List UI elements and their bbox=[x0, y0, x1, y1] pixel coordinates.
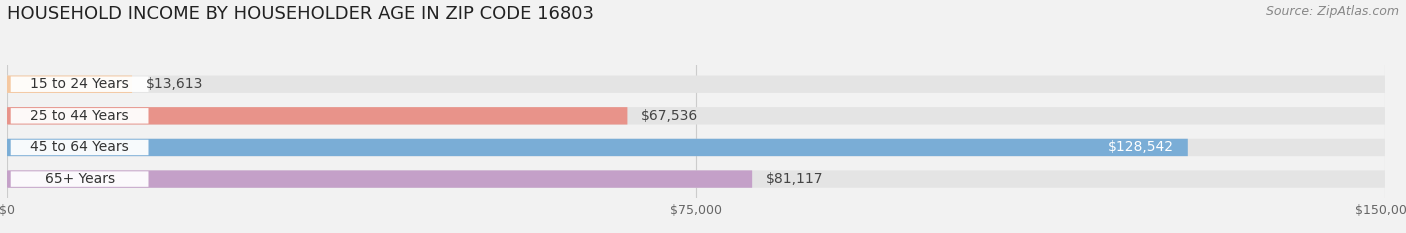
FancyBboxPatch shape bbox=[7, 170, 752, 188]
FancyBboxPatch shape bbox=[11, 140, 149, 155]
Text: 45 to 64 Years: 45 to 64 Years bbox=[30, 140, 129, 154]
Text: Source: ZipAtlas.com: Source: ZipAtlas.com bbox=[1265, 5, 1399, 18]
FancyBboxPatch shape bbox=[11, 171, 149, 187]
FancyBboxPatch shape bbox=[7, 107, 627, 124]
Text: $81,117: $81,117 bbox=[766, 172, 824, 186]
FancyBboxPatch shape bbox=[7, 139, 1188, 156]
FancyBboxPatch shape bbox=[11, 108, 149, 123]
Text: 15 to 24 Years: 15 to 24 Years bbox=[30, 77, 129, 91]
Text: $13,613: $13,613 bbox=[146, 77, 204, 91]
FancyBboxPatch shape bbox=[7, 139, 1385, 156]
Text: 25 to 44 Years: 25 to 44 Years bbox=[31, 109, 129, 123]
FancyBboxPatch shape bbox=[11, 76, 149, 92]
Text: 65+ Years: 65+ Years bbox=[45, 172, 115, 186]
FancyBboxPatch shape bbox=[7, 170, 1385, 188]
Text: $67,536: $67,536 bbox=[641, 109, 699, 123]
FancyBboxPatch shape bbox=[7, 75, 1385, 93]
Text: $128,542: $128,542 bbox=[1108, 140, 1174, 154]
FancyBboxPatch shape bbox=[7, 107, 1385, 124]
Text: HOUSEHOLD INCOME BY HOUSEHOLDER AGE IN ZIP CODE 16803: HOUSEHOLD INCOME BY HOUSEHOLDER AGE IN Z… bbox=[7, 5, 593, 23]
FancyBboxPatch shape bbox=[7, 75, 132, 93]
